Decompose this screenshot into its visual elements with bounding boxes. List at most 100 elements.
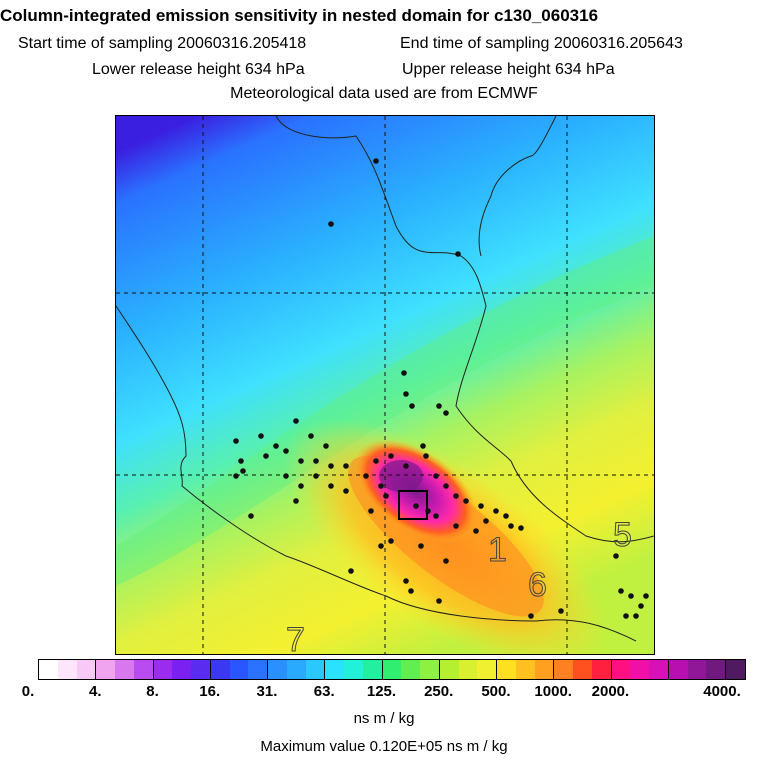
colorbar-tick-label: 8. — [146, 683, 159, 700]
colorbar-swatch — [591, 660, 612, 679]
colorbar-swatch — [229, 660, 249, 679]
region-number-7: 7 — [286, 621, 305, 654]
colorbar-swatch — [305, 660, 326, 679]
station-dot — [433, 473, 439, 479]
graticule — [116, 116, 654, 654]
colorbar-swatch — [554, 660, 573, 679]
station-dot — [238, 458, 244, 464]
station-dot — [453, 493, 459, 499]
station-dot — [240, 468, 246, 474]
station-dot — [418, 543, 424, 549]
station-dot — [298, 458, 304, 464]
station-dot — [623, 613, 629, 619]
colorbar-tick-label: 63. — [313, 683, 335, 700]
station-dot — [409, 403, 415, 409]
colorbar-swatch — [477, 660, 497, 679]
colorbar-swatch — [344, 660, 363, 679]
colorbar-swatch — [534, 660, 555, 679]
region-number-6: 6 — [528, 566, 547, 604]
colorbar-tick-label: 0. — [21, 683, 35, 700]
station-dot — [308, 433, 314, 439]
station-dot — [323, 443, 329, 449]
station-dot — [233, 438, 239, 444]
station-dot — [328, 463, 334, 469]
station-dot — [403, 463, 409, 469]
colorbar-swatch — [401, 660, 420, 679]
start-time-label: Start time of sampling 20060316.205418 — [18, 35, 307, 52]
coastlines — [116, 116, 654, 642]
station-dot — [618, 588, 624, 594]
colorbar-swatch — [133, 660, 154, 679]
station-dot — [293, 418, 299, 424]
colorbar-swatch — [96, 660, 115, 679]
region-number-5: 5 — [613, 516, 632, 554]
station-dot — [248, 513, 254, 519]
station-dot — [528, 613, 534, 619]
station-dot — [478, 503, 484, 509]
release-box — [398, 490, 428, 520]
max-value-label: Maximum value 0.120E+05 ns m / kg — [260, 738, 508, 755]
colorbar-swatch — [172, 660, 191, 679]
colorbar-swatch — [39, 660, 58, 679]
station-dot — [436, 403, 442, 409]
station-dot — [283, 448, 289, 454]
station-dot — [558, 608, 564, 614]
colorbar-swatch — [268, 660, 287, 679]
sensitivity-map: 1 5 6 7 — [115, 115, 655, 655]
colorbar-swatch — [420, 660, 440, 679]
colorbar-tick-label: 125. — [366, 683, 397, 700]
station-dot — [328, 221, 334, 227]
station-dot — [433, 513, 439, 519]
colorbar-swatch — [649, 660, 669, 679]
station-dot — [443, 483, 449, 489]
station-dot — [425, 508, 431, 514]
colorbar-swatch — [515, 660, 535, 679]
station-dot — [401, 370, 407, 376]
station-dot — [643, 593, 649, 599]
station-dot — [328, 483, 334, 489]
station-dot — [443, 558, 449, 564]
station-dot — [313, 458, 319, 464]
station-dot — [413, 503, 419, 509]
colorbar-swatch — [668, 660, 688, 679]
region-number-1: 1 — [488, 531, 507, 569]
station-dot — [483, 518, 489, 524]
station-dot — [423, 453, 429, 459]
station-dot — [363, 473, 369, 479]
colorbar-swatch — [191, 660, 211, 679]
colorbar-swatch — [497, 660, 516, 679]
colorbar-swatch — [115, 660, 134, 679]
station-dot — [273, 443, 279, 449]
colorbar-swatch — [362, 660, 383, 679]
colorbar-swatch — [57, 660, 77, 679]
station-dot — [503, 513, 509, 519]
station-dot — [628, 593, 634, 599]
colorbar — [38, 659, 746, 680]
station-dot — [436, 598, 442, 604]
station-dot — [388, 538, 394, 544]
colorbar-tick-label: 1000. — [534, 683, 572, 700]
station-dot — [493, 508, 499, 514]
station-dot — [453, 523, 459, 529]
station-dot — [518, 525, 524, 531]
station-dot — [348, 568, 354, 574]
station-dot — [638, 603, 644, 609]
station-dot — [463, 498, 469, 504]
station-dot — [343, 488, 349, 494]
map-canvas: 1 5 6 7 — [116, 116, 654, 654]
colorbar-swatch — [439, 660, 459, 679]
station-dot — [443, 410, 449, 416]
colorbar-swatch — [325, 660, 344, 679]
station-dot — [298, 483, 304, 489]
colorbar-swatch — [153, 660, 173, 679]
station-dot — [420, 443, 426, 449]
station-dot — [473, 528, 479, 534]
station-dot — [633, 613, 639, 619]
plot-title: Column-integrated emission sensitivity i… — [0, 6, 599, 25]
colorbar-swatch — [687, 660, 707, 679]
station-dot — [388, 453, 394, 459]
station-dot — [368, 508, 374, 514]
station-dot — [508, 523, 514, 529]
station-dot — [283, 473, 289, 479]
station-dot — [455, 251, 461, 257]
